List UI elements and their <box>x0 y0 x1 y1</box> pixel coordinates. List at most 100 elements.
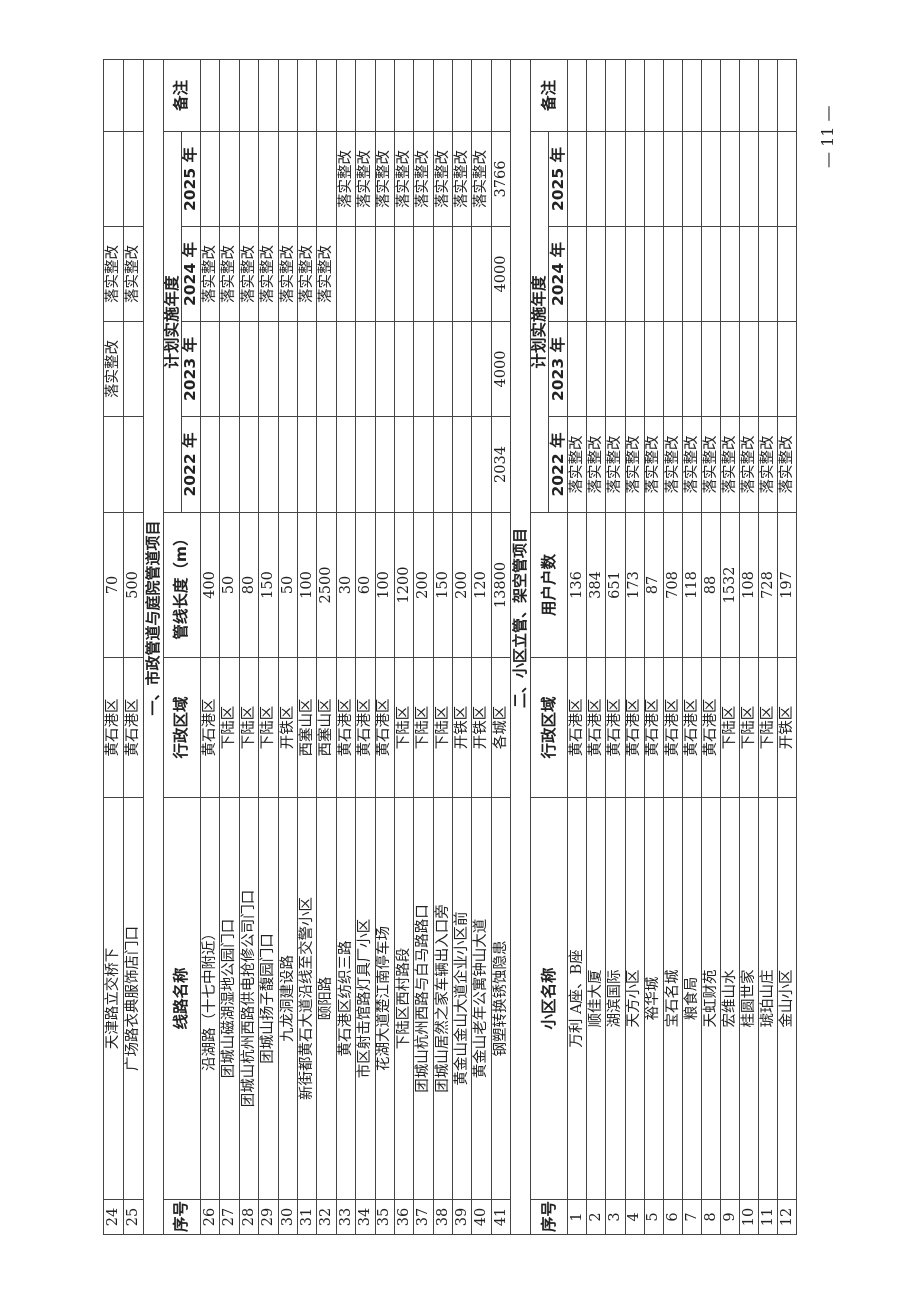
note-cell <box>777 59 797 132</box>
year-2023-cell <box>567 321 587 417</box>
name-cell: 万利 A座、B座 <box>567 797 587 1200</box>
note-cell <box>720 59 740 132</box>
name-cell: 琥珀山庄 <box>758 797 778 1200</box>
header-y2023: 2023 年 <box>548 321 568 417</box>
year-2022-cell: 落实整改 <box>758 416 778 513</box>
name-cell: 金山小区 <box>777 797 797 1200</box>
row-number: 8 <box>701 1199 721 1235</box>
note-cell <box>355 59 376 132</box>
header-no: 序号 <box>163 1199 201 1235</box>
row-number: 2 <box>586 1199 606 1235</box>
district-cell: 黄石港区 <box>586 657 606 798</box>
year-2024-cell <box>758 226 778 322</box>
value-cell: 87 <box>644 512 664 658</box>
section-title-row: 一、市政管道与庭院管道项目 <box>143 59 164 1235</box>
year-2025-cell <box>239 131 259 227</box>
header-y2022: 2022 年 <box>548 416 568 513</box>
year-2025-cell <box>758 131 778 227</box>
district-cell: 开铁区 <box>278 657 298 798</box>
note-cell <box>625 59 645 132</box>
year-2025-cell <box>777 131 797 227</box>
value-cell: 2500 <box>316 512 337 658</box>
row-number: 6 <box>663 1199 683 1235</box>
district-cell: 下陆区 <box>239 657 259 798</box>
year-2024-cell <box>586 226 606 322</box>
district-cell: 黄石港区 <box>200 657 220 798</box>
name-cell: 黄金山老年公寓钟山大道 <box>471 797 492 1200</box>
project-table: 24 天津路立交桥下 黄石港区 70 落实整改 落实整改 25 广场路衣典服饰店门口 黄石港区 5… <box>103 59 797 1235</box>
value-cell: 30 <box>336 512 356 658</box>
year-2023-cell <box>278 321 298 417</box>
year-2023-cell <box>316 321 337 417</box>
table-row: 25 广场路衣典服饰店门口 黄石港区 500 落实整改 <box>123 59 144 1235</box>
note-cell <box>200 59 220 132</box>
year-2025-cell <box>701 131 721 227</box>
table-row: 30 九龙洞建设路 开铁区 50 落实整改 <box>278 59 298 1235</box>
district-cell: 黄石港区 <box>701 657 721 798</box>
year-2024-cell <box>567 226 587 322</box>
value-cell: 60 <box>355 512 376 658</box>
value-cell: 1532 <box>720 512 740 658</box>
year-2025-cell <box>644 131 664 227</box>
year-2023-cell <box>644 321 664 417</box>
row-number: 3 <box>605 1199 626 1235</box>
year-2024-cell <box>625 226 645 322</box>
table-row: 36 下陆区西村路段 下陆区 1200 落实整改 <box>394 59 414 1235</box>
year-2025-cell: 3766 <box>491 131 511 227</box>
district-cell: 下陆区 <box>758 657 778 798</box>
name-cell: 宏维山水 <box>720 797 740 1200</box>
header-y2022: 2022 年 <box>181 416 201 513</box>
value-cell: 108 <box>739 512 759 658</box>
value-cell: 200 <box>452 512 472 658</box>
district-cell: 下陆区 <box>219 657 240 798</box>
note-cell <box>297 59 317 132</box>
row-number: 30 <box>278 1199 298 1235</box>
year-2024-cell <box>644 226 664 322</box>
header-note: 备注 <box>530 59 568 132</box>
table-row: 27 团城山磁湖湿地公园门口 下陆区 50 落实整改 <box>219 59 240 1235</box>
year-2022-cell <box>219 416 240 513</box>
year-2023-cell <box>663 321 683 417</box>
year-2024-cell: 落实整改 <box>258 226 279 322</box>
year-2022-cell <box>394 416 414 513</box>
value-cell: 500 <box>123 512 144 658</box>
row-number: 25 <box>123 1199 144 1235</box>
table-row: 31 新街都黄石大道沿线至交警小区 西塞山区 100 落实整改 <box>297 59 317 1235</box>
value-cell: 150 <box>258 512 279 658</box>
year-2024-cell <box>336 226 356 322</box>
header-y2025: 2025 年 <box>181 131 201 227</box>
note-cell <box>258 59 279 132</box>
row-number: 1 <box>567 1199 587 1235</box>
header-y2025: 2025 年 <box>548 131 568 227</box>
value-cell: 197 <box>777 512 797 658</box>
row-number: 29 <box>258 1199 279 1235</box>
year-2025-cell: 落实整改 <box>471 131 492 227</box>
row-number: 39 <box>452 1199 472 1235</box>
table-row: 11 琥珀山庄 下陆区 728 落实整改 <box>758 59 778 1235</box>
value-cell: 384 <box>586 512 606 658</box>
table-row: 34 市区射击馆路灯具厂小区 黄石港区 60 落实整改 <box>355 59 376 1235</box>
year-2025-cell <box>103 131 124 227</box>
value-cell: 136 <box>567 512 587 658</box>
year-2025-cell <box>297 131 317 227</box>
row-number: 40 <box>471 1199 492 1235</box>
district-cell: 黄石港区 <box>682 657 702 798</box>
year-2024-cell <box>682 226 702 322</box>
table-row: 9 宏维山水 下陆区 1532 落实整改 <box>720 59 740 1235</box>
table-row: 5 裕华城 黄石港区 87 落实整改 <box>644 59 664 1235</box>
table-row: 38 团城山居然之家车辆出入口旁 下陆区 150 落实整改 <box>433 59 453 1235</box>
district-cell: 黄石港区 <box>355 657 376 798</box>
note-cell <box>701 59 721 132</box>
table-row: 35 花湖大道楚江南停车场 黄石港区 100 落实整改 <box>375 59 395 1235</box>
row-number: 9 <box>720 1199 740 1235</box>
year-2022-cell: 落实整改 <box>605 416 626 513</box>
year-2022-cell: 落实整改 <box>739 416 759 513</box>
year-2022-cell: 落实整改 <box>682 416 702 513</box>
name-cell: 团城山杭州西路供电抢修公司门口 <box>239 797 259 1200</box>
section-title: 一、市政管道与庭院管道项目 <box>143 59 164 1235</box>
value-cell: 728 <box>758 512 778 658</box>
note-cell <box>123 59 144 132</box>
year-2023-cell <box>720 321 740 417</box>
year-2025-cell: 落实整改 <box>413 131 434 227</box>
year-2024-cell <box>701 226 721 322</box>
